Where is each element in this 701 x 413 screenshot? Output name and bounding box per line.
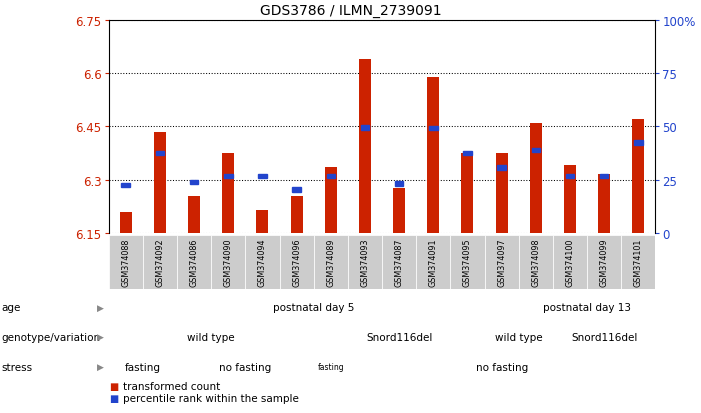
Bar — [519, 235, 553, 289]
Text: genotype/variation: genotype/variation — [1, 332, 100, 342]
Text: no fasting: no fasting — [475, 362, 528, 372]
Bar — [257, 210, 268, 233]
Bar — [292, 188, 301, 192]
Text: ▶: ▶ — [97, 332, 104, 342]
Bar — [211, 235, 245, 289]
Text: GSM374092: GSM374092 — [156, 238, 165, 287]
Text: GSM374091: GSM374091 — [429, 238, 438, 287]
Text: GSM374096: GSM374096 — [292, 238, 301, 287]
Text: GSM374089: GSM374089 — [326, 238, 335, 287]
Text: fasting: fasting — [318, 362, 344, 371]
Bar — [348, 235, 382, 289]
Text: GSM374087: GSM374087 — [395, 238, 404, 287]
Bar — [587, 235, 621, 289]
Bar — [634, 140, 643, 145]
Bar — [531, 148, 540, 153]
Bar — [222, 154, 234, 233]
Text: GSM374098: GSM374098 — [531, 238, 540, 287]
Text: wild type: wild type — [495, 332, 543, 342]
Bar — [314, 235, 348, 289]
Bar — [325, 168, 336, 233]
Bar — [121, 183, 130, 188]
Bar — [280, 235, 314, 289]
Bar — [451, 235, 484, 289]
Bar — [382, 235, 416, 289]
Bar — [177, 235, 211, 289]
Bar — [632, 120, 644, 233]
Text: transformed count: transformed count — [123, 381, 220, 391]
Text: GSM374095: GSM374095 — [463, 238, 472, 287]
Bar — [428, 77, 440, 233]
Text: Snord116del: Snord116del — [571, 332, 637, 342]
Text: percentile rank within the sample: percentile rank within the sample — [123, 393, 299, 403]
Text: GDS3786 / ILMN_2739091: GDS3786 / ILMN_2739091 — [259, 4, 442, 18]
Text: age: age — [1, 302, 21, 312]
Text: GSM374100: GSM374100 — [566, 238, 575, 286]
Bar — [498, 166, 506, 170]
Bar — [553, 235, 587, 289]
Bar — [359, 59, 371, 233]
Bar — [600, 174, 608, 179]
Text: Snord116del: Snord116del — [366, 332, 433, 342]
Text: wild type: wild type — [187, 332, 235, 342]
Bar — [564, 166, 576, 233]
Text: ■: ■ — [109, 381, 118, 391]
Bar — [327, 174, 335, 179]
Text: ▶: ▶ — [97, 303, 104, 312]
Bar — [258, 174, 266, 179]
Text: GSM374097: GSM374097 — [497, 238, 506, 287]
Bar — [393, 189, 405, 233]
Text: ■: ■ — [109, 393, 118, 403]
Bar — [188, 196, 200, 233]
Text: GSM374090: GSM374090 — [224, 238, 233, 287]
Text: postnatal day 5: postnatal day 5 — [273, 302, 355, 312]
Bar — [566, 174, 574, 179]
Bar — [109, 235, 143, 289]
Text: GSM374099: GSM374099 — [599, 238, 608, 287]
Text: stress: stress — [1, 362, 32, 372]
Bar — [461, 154, 473, 233]
Text: GSM374094: GSM374094 — [258, 238, 267, 287]
Bar — [120, 212, 132, 233]
Bar — [395, 181, 403, 186]
Text: GSM374088: GSM374088 — [121, 238, 130, 286]
Bar — [429, 126, 437, 131]
Text: no fasting: no fasting — [219, 362, 271, 372]
Text: GSM374093: GSM374093 — [360, 238, 369, 287]
Bar — [416, 235, 451, 289]
Bar — [291, 196, 303, 233]
Bar — [245, 235, 280, 289]
Bar — [496, 154, 508, 233]
Bar — [156, 151, 164, 156]
Bar — [484, 235, 519, 289]
Bar — [530, 123, 542, 233]
Bar — [361, 126, 369, 131]
Bar — [598, 175, 610, 233]
Text: fasting: fasting — [125, 362, 161, 372]
Bar — [143, 235, 177, 289]
Text: GSM374101: GSM374101 — [634, 238, 643, 286]
Bar — [154, 132, 166, 233]
Text: GSM374086: GSM374086 — [189, 238, 198, 286]
Text: ▶: ▶ — [97, 362, 104, 371]
Bar — [621, 235, 655, 289]
Bar — [190, 180, 198, 185]
Bar — [224, 174, 233, 179]
Bar — [463, 151, 472, 156]
Text: postnatal day 13: postnatal day 13 — [543, 302, 631, 312]
